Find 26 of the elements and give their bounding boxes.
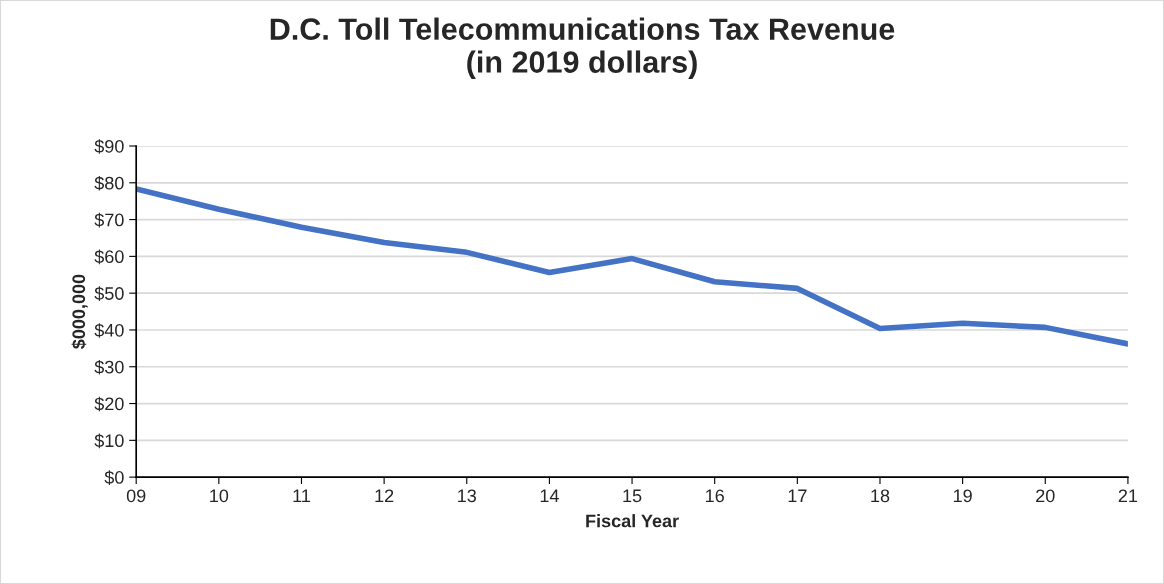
x-tick-label: 19 [953,489,972,503]
x-tick-label: 20 [1036,489,1055,503]
x-tick-label: 17 [788,489,807,503]
y-tick-label: $70 [94,212,124,228]
y-tick-label: $60 [94,249,124,265]
y-tick-label: $40 [94,323,124,338]
x-tick-label: 16 [706,489,724,503]
x-tick-label: 11 [293,489,310,503]
x-tick-label: 09 [126,489,146,503]
x-tick-label: 12 [375,489,394,503]
y-tick-label: $10 [94,433,124,449]
y-tick-label: $80 [94,175,124,191]
y-axis-title: $000,000 [71,274,88,349]
x-tick-label: 21 [1118,489,1138,503]
x-tick-label: 14 [540,489,559,503]
x-tick-label: 10 [210,489,229,503]
chart-title: D.C. Toll Telecommunications Tax Revenue (in 2019 dollars) [270,17,895,79]
x-tick-label: 13 [458,489,477,503]
x-tick-label: 15 [623,489,642,503]
x-axis-title: Fiscal Year [586,514,679,528]
x-tick-label: 18 [871,489,890,503]
y-tick-label: $90 [94,139,124,154]
y-tick-label: $0 [104,470,124,485]
y-tick-label: $20 [94,396,124,412]
y-tick-label: $50 [94,286,124,301]
y-tick-label: $30 [94,359,124,375]
